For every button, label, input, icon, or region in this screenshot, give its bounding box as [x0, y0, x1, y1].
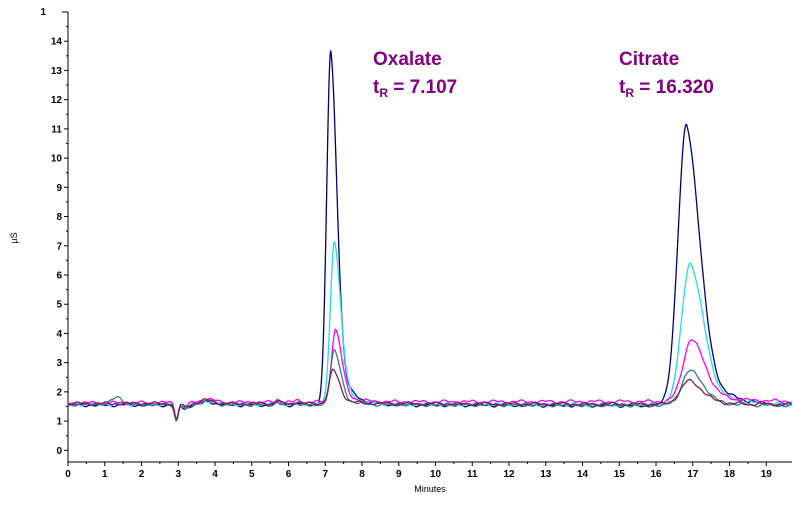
y-tick-label: 14 — [51, 37, 63, 48]
x-tick-label: 7 — [322, 469, 328, 480]
y-tick-label: 12 — [51, 95, 63, 106]
x-tick-label: 19 — [761, 469, 773, 480]
x-tick-label: 11 — [467, 469, 478, 480]
x-tick-label: 18 — [724, 469, 736, 480]
y-tick-label: 8 — [56, 212, 62, 223]
oxalate-label: Oxalate — [373, 49, 442, 70]
x-axis-title: Minutes — [414, 484, 446, 494]
y-tick-label: 2 — [56, 387, 62, 398]
y-tick-label: 11 — [51, 124, 62, 135]
series-group — [67, 50, 792, 422]
citrate-label: Citrate — [619, 49, 679, 70]
x-tick-label: 9 — [396, 469, 402, 480]
x-tick-label: 8 — [359, 469, 365, 480]
x-tick-label: 1 — [102, 469, 108, 480]
x-tick-label: 2 — [139, 469, 145, 480]
x-tick-label: 3 — [175, 469, 181, 480]
y-tick-label: 6 — [56, 270, 62, 281]
series-line-5 — [67, 368, 792, 420]
series-line-3 — [67, 328, 792, 422]
x-tick-label: 4 — [212, 469, 218, 480]
x-tick-label: 15 — [614, 469, 626, 480]
x-tick-label: 6 — [286, 469, 292, 480]
y-tick-label: 10 — [51, 154, 63, 165]
y-tick-label: 13 — [51, 66, 63, 77]
y-tick-label: 1 — [56, 417, 62, 428]
y-top-label: 1 — [40, 7, 46, 18]
x-tick-label: 5 — [249, 469, 255, 480]
y-tick-label: 3 — [56, 358, 62, 369]
x-tick-label: 10 — [430, 469, 442, 480]
y-tick-label: 5 — [56, 300, 62, 311]
citrate-tr: tR = 16.320 — [619, 77, 714, 100]
series-line-2 — [67, 240, 792, 421]
axes: 0 1 2 3 4 5 6 7 8 9 10 11 12 13 14 15 16 17 18 190123456789… — [9, 7, 792, 494]
x-tick-label: 0 — [65, 469, 71, 480]
y-tick-label: 7 — [56, 241, 62, 252]
series-line-4 — [67, 349, 792, 422]
annotation-group: Oxalate tR = 7.107 Citrate tR = 16.320 — [373, 49, 714, 100]
y-tick-label: 9 — [56, 183, 62, 194]
y-axis-title: µS — [9, 232, 19, 243]
y-tick-label: 4 — [56, 329, 62, 340]
x-tick-label: 12 — [503, 469, 515, 480]
x-tick-label: 13 — [540, 469, 552, 480]
x-tick-label: 17 — [687, 469, 699, 480]
x-tick-label: 14 — [577, 469, 589, 480]
x-tick-label: 16 — [650, 469, 662, 480]
y-tick-label: 0 — [56, 446, 62, 457]
oxalate-tr: tR = 7.107 — [373, 77, 457, 100]
